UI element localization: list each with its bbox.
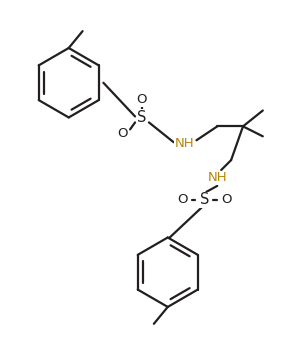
Text: O: O (177, 193, 188, 206)
Text: S: S (200, 192, 209, 207)
Text: O: O (117, 127, 127, 140)
Text: O: O (221, 193, 231, 206)
Text: NH: NH (175, 137, 194, 150)
Text: NH: NH (207, 172, 227, 184)
Text: S: S (137, 110, 147, 125)
Text: O: O (137, 93, 147, 106)
